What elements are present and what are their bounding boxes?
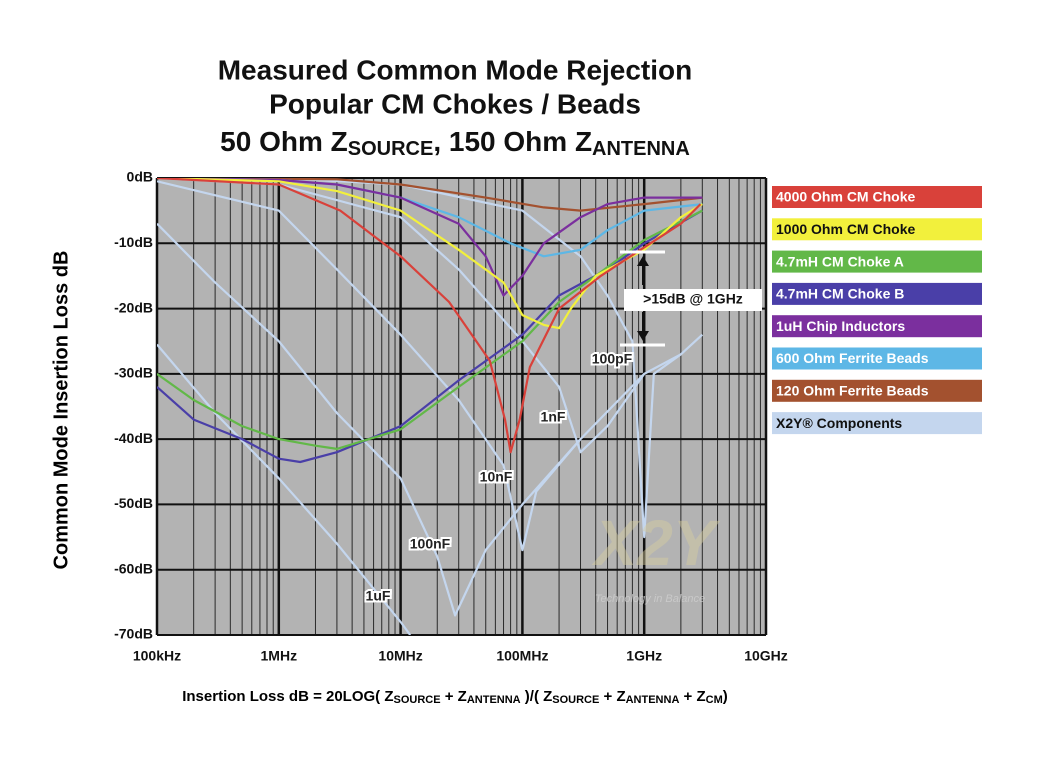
curve-label: 1uF <box>366 588 391 604</box>
arrow-head <box>637 331 649 341</box>
legend-swatch <box>772 379 982 402</box>
subscript: SOURCE <box>348 138 434 160</box>
legend-swatch <box>772 412 982 435</box>
y-tick-label: -50dB <box>114 495 153 511</box>
y-tick-label: -60dB <box>114 560 153 576</box>
annotation: >15dB @ 1GHz <box>643 291 743 307</box>
subscript: SOURCE <box>552 694 599 706</box>
text-part: + Z <box>599 688 625 705</box>
text-part: ) <box>723 688 728 705</box>
subscript: ANTENNA <box>626 694 680 706</box>
plot-area <box>157 178 766 635</box>
y-tick-label: -70dB <box>114 626 153 642</box>
annotation-box <box>624 289 762 311</box>
legend-swatch <box>772 186 982 208</box>
series-line <box>157 178 703 297</box>
series-line <box>157 180 645 552</box>
text-part: , 150 Ohm Z <box>433 126 592 157</box>
y-tick-label: -20dB <box>114 299 153 315</box>
curve-label: 1nF <box>541 409 566 425</box>
chart-title: Measured Common Mode Rejection <box>218 54 693 85</box>
x-tick-label: 1GHz <box>626 648 662 664</box>
legend-swatch <box>772 250 982 273</box>
series-line <box>157 178 702 454</box>
y-axis-label: Common Mode Insertion Loss dB <box>50 251 72 570</box>
legend-label: 120 Ohm Ferrite Beads <box>776 383 929 399</box>
series-line <box>157 343 412 635</box>
x-tick-label: 10GHz <box>744 648 788 664</box>
legend-label: 4.7mH CM Choke B <box>776 286 904 302</box>
legend-label: 4000 Ohm CM Choke <box>776 189 915 205</box>
subscript: ANTENNA <box>467 694 521 706</box>
subscript: SOURCE <box>394 694 441 706</box>
text-part: )/( Z <box>521 688 553 705</box>
y-tick-label: 0dB <box>127 169 153 185</box>
curve-label: 100pF <box>592 351 633 367</box>
series-line <box>157 178 703 212</box>
series-line <box>157 222 582 617</box>
chart-title: Popular CM Chokes / Beads <box>269 88 641 119</box>
arrow-head <box>637 256 649 266</box>
legend-swatch <box>772 347 982 370</box>
legend-label: X2Y® Components <box>776 415 902 431</box>
x-tick-label: 100MHz <box>496 648 548 664</box>
text-part: + Z <box>679 688 705 705</box>
legend-label: 4.7mH CM Choke A <box>776 253 904 269</box>
watermark: Technology in Balance <box>595 593 705 605</box>
x-axis-label: Insertion Loss dB = 20LOG( ZSOURCE + ZAN… <box>182 688 728 706</box>
subscript: ANTENNA <box>592 138 690 160</box>
legend-swatch <box>772 282 982 305</box>
legend-swatch <box>772 218 982 241</box>
legend-label: 1uH Chip Inductors <box>776 318 905 334</box>
series-line <box>157 178 703 330</box>
chart-title: 50 Ohm ZSOURCE, 150 Ohm ZANTENNA <box>220 126 690 160</box>
legend-swatch <box>772 315 982 338</box>
plot-lines <box>157 178 704 635</box>
y-tick-label: -40dB <box>114 430 153 446</box>
x-tick-label: 1MHz <box>261 648 298 664</box>
x-tick-label: 10MHz <box>378 648 422 664</box>
legend-label: 1000 Ohm CM Choke <box>776 221 915 237</box>
curve-label: 10nF <box>480 469 513 485</box>
series-line <box>157 178 682 454</box>
curve-label: 100nF <box>410 536 451 552</box>
y-tick-label: -30dB <box>114 365 153 381</box>
text-part: Insertion Loss dB = 20LOG( Z <box>182 688 393 705</box>
text-part: + Z <box>441 688 467 705</box>
legend-label: 600 Ohm Ferrite Beads <box>776 350 929 366</box>
series-line <box>157 178 704 539</box>
subscript: CM <box>706 694 723 706</box>
watermark: X2Y <box>592 507 721 579</box>
text-part: 50 Ohm Z <box>220 126 348 157</box>
x-tick-label: 100kHz <box>133 648 181 664</box>
y-tick-label: -10dB <box>114 234 153 250</box>
